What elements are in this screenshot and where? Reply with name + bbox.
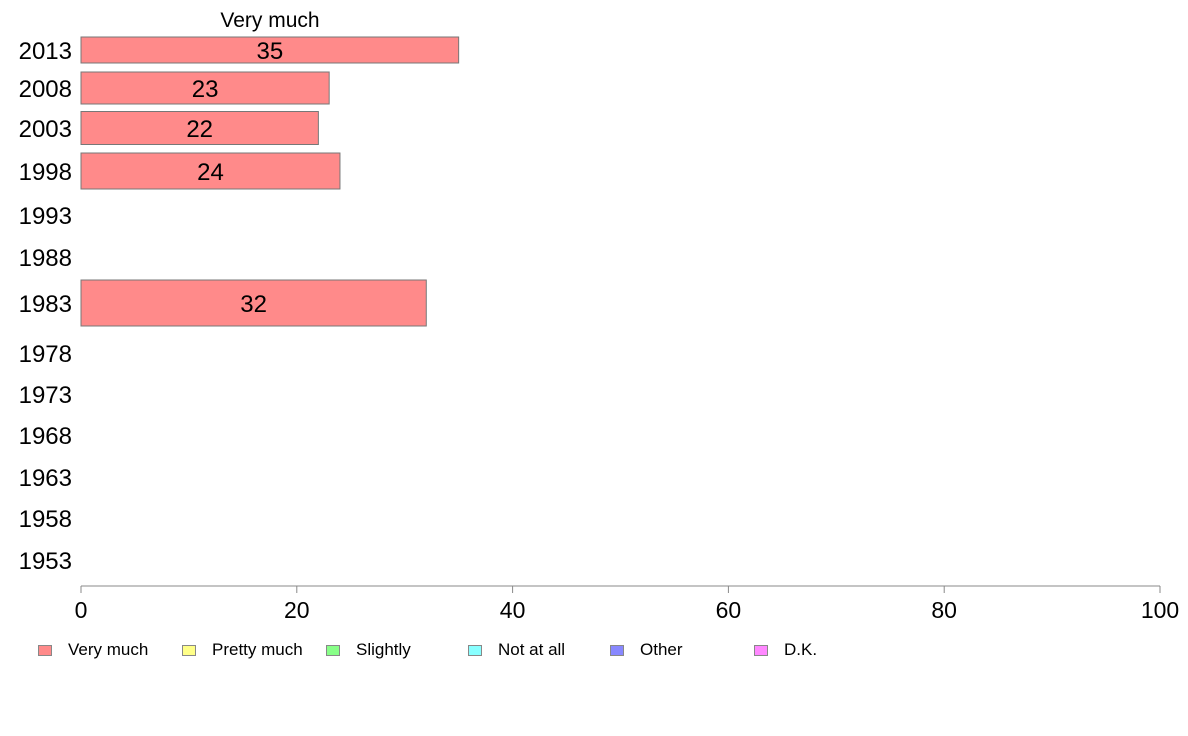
year-label: 1963 <box>19 465 72 492</box>
bars-layer: 35 23 22 24 32 <box>80 36 460 327</box>
legend-item: Other <box>610 638 683 662</box>
x-tick-label: 0 <box>75 597 88 623</box>
year-labels: 2013 2008 2003 1998 1993 1988 1983 1978 1973 1968… <box>19 38 72 575</box>
year-label: 2013 <box>19 38 72 65</box>
legend-label: Other <box>640 640 683 659</box>
legend-item: D.K. <box>754 638 817 662</box>
bar <box>80 36 460 64</box>
legend-item: Very much <box>38 638 148 662</box>
legend-label: Slightly <box>356 640 411 659</box>
legend-label: Very much <box>68 640 149 659</box>
legend-swatch <box>754 644 768 656</box>
x-tick-label: 40 <box>500 597 526 623</box>
year-label: 1958 <box>19 506 72 533</box>
year-label: 1993 <box>19 203 72 230</box>
year-label: 1988 <box>19 245 72 272</box>
legend-swatch <box>326 644 340 656</box>
legend-swatch <box>38 644 52 656</box>
x-tick-label: 100 <box>1141 597 1179 623</box>
bar-value-label: 32 <box>240 291 267 318</box>
bar <box>80 111 319 145</box>
bar-value-label: 23 <box>192 76 219 103</box>
legend-swatch <box>610 644 624 656</box>
legend-swatch <box>468 644 482 656</box>
year-label: 1978 <box>19 341 72 368</box>
year-label: 2003 <box>19 116 72 143</box>
x-tick-label: 60 <box>716 597 742 623</box>
legend-label: D.K. <box>784 640 818 659</box>
year-label: 1998 <box>19 159 72 186</box>
year-label: 1973 <box>19 382 72 409</box>
year-label: 1968 <box>19 423 72 450</box>
legend-swatch <box>182 644 196 656</box>
bar-value-label: 35 <box>256 38 283 65</box>
x-axis: 0 20 40 60 80 100 <box>75 585 1179 623</box>
bar-value-label: 22 <box>186 116 213 143</box>
series-title: Very much <box>220 9 319 32</box>
year-label: 1953 <box>19 548 72 575</box>
year-label: 2008 <box>19 76 72 103</box>
bar <box>80 71 330 105</box>
x-tick-label: 80 <box>931 597 957 623</box>
x-tick-label: 20 <box>284 597 310 623</box>
year-label: 1983 <box>19 291 72 318</box>
bar-value-label: 24 <box>197 159 224 186</box>
legend-item: Not at all <box>468 638 565 662</box>
legend-label: Pretty much <box>212 640 303 659</box>
legend-item: Slightly <box>326 638 411 662</box>
bar <box>80 152 341 190</box>
legend-label: Not at all <box>498 640 566 659</box>
bar <box>80 279 427 327</box>
legend-item: Pretty much <box>182 638 303 662</box>
